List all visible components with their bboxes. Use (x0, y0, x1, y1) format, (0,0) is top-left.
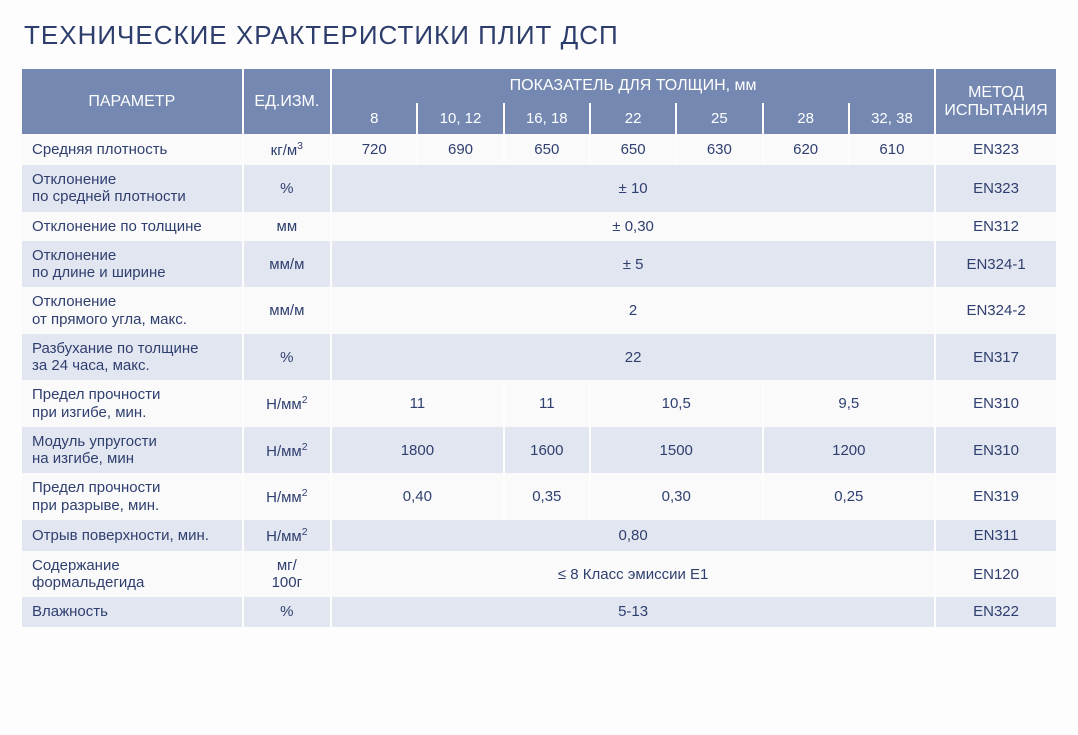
value-cell: 720 (332, 134, 416, 165)
header-param: ПАРАМЕТР (22, 69, 242, 134)
method-cell: EN312 (936, 212, 1056, 241)
value-cell: 1800 (332, 427, 503, 474)
value-cell: 0,80 (332, 520, 934, 551)
method-cell: EN317 (936, 334, 1056, 381)
unit-cell: % (244, 165, 331, 212)
header-thickness-col: 8 (332, 103, 416, 134)
header-thickness-col: 28 (764, 103, 848, 134)
value-cell: 11 (505, 380, 589, 427)
table-row: Модуль упругостина изгибе, минН/мм218001… (22, 427, 1056, 474)
param-cell: Влажность (22, 597, 242, 626)
value-cell: 10,5 (591, 380, 762, 427)
value-cell: ≤ 8 Класс эмиссии E1 (332, 551, 934, 598)
value-cell: 650 (591, 134, 675, 165)
table-row: Разбухание по толщинеза 24 часа, макс.%2… (22, 334, 1056, 381)
value-cell: 620 (764, 134, 848, 165)
unit-cell: Н/мм2 (244, 380, 331, 427)
method-cell: EN120 (936, 551, 1056, 598)
method-cell: EN319 (936, 473, 1056, 520)
param-cell: Содержаниеформальдегида (22, 551, 242, 598)
value-cell: 650 (505, 134, 589, 165)
unit-cell: мм (244, 212, 331, 241)
header-method: МЕТОД ИСПЫТАНИЯ (936, 69, 1056, 134)
unit-cell: % (244, 597, 331, 626)
table-row: Отклонение по толщинемм± 0,30EN312 (22, 212, 1056, 241)
spec-table: ПАРАМЕТР ЕД.ИЗМ. ПОКАЗАТЕЛЬ ДЛЯ ТОЛЩИН, … (20, 69, 1058, 627)
unit-cell: кг/м3 (244, 134, 331, 165)
table-row: Влажность%5-13EN322 (22, 597, 1056, 626)
table-row: Отклонениепо длине и ширинемм/м± 5EN324-… (22, 241, 1056, 288)
value-cell: ± 10 (332, 165, 934, 212)
value-cell: 0,30 (591, 473, 762, 520)
unit-cell: Н/мм2 (244, 473, 331, 520)
param-cell: Предел прочностипри изгибе, мин. (22, 380, 242, 427)
table-header: ПАРАМЕТР ЕД.ИЗМ. ПОКАЗАТЕЛЬ ДЛЯ ТОЛЩИН, … (22, 69, 1056, 134)
page-title: ТЕХНИЧЕСКИЕ ХРАКТЕРИСТИКИ ПЛИТ ДСП (24, 20, 1058, 51)
unit-cell: Н/мм2 (244, 427, 331, 474)
unit-cell: % (244, 334, 331, 381)
method-cell: EN310 (936, 380, 1056, 427)
value-cell: 0,25 (764, 473, 935, 520)
method-cell: EN310 (936, 427, 1056, 474)
table-row: Отклонениепо средней плотности%± 10EN323 (22, 165, 1056, 212)
unit-cell: мм/м (244, 241, 331, 288)
param-cell: Отрыв поверхности, мин. (22, 520, 242, 551)
table-row: Предел прочностипри изгибе, мин.Н/мм2111… (22, 380, 1056, 427)
header-thickness-col: 10, 12 (418, 103, 502, 134)
value-cell: 2 (332, 287, 934, 334)
header-thickness-col: 16, 18 (505, 103, 589, 134)
unit-cell: Н/мм2 (244, 520, 331, 551)
param-cell: Модуль упругостина изгибе, мин (22, 427, 242, 474)
param-cell: Отклонение по толщине (22, 212, 242, 241)
table-row: Отрыв поверхности, мин.Н/мм20,80EN311 (22, 520, 1056, 551)
table-body: Средняя плотностькг/м3720690650650630620… (22, 134, 1056, 627)
value-cell: ± 5 (332, 241, 934, 288)
value-cell: 5-13 (332, 597, 934, 626)
method-cell: EN324-1 (936, 241, 1056, 288)
header-thickness-col: 25 (677, 103, 761, 134)
method-cell: EN324-2 (936, 287, 1056, 334)
value-cell: 1600 (505, 427, 589, 474)
table-row: Предел прочностипри разрыве, мин.Н/мм20,… (22, 473, 1056, 520)
param-cell: Отклонениепо средней плотности (22, 165, 242, 212)
header-thickness-col: 22 (591, 103, 675, 134)
value-cell: 610 (850, 134, 934, 165)
table-row: Отклонениеот прямого угла, макс.мм/м2EN3… (22, 287, 1056, 334)
value-cell: ± 0,30 (332, 212, 934, 241)
value-cell: 690 (418, 134, 502, 165)
value-cell: 11 (332, 380, 503, 427)
param-cell: Средняя плотность (22, 134, 242, 165)
header-thickness-group: ПОКАЗАТЕЛЬ ДЛЯ ТОЛЩИН, мм (332, 69, 934, 103)
param-cell: Отклонениепо длине и ширине (22, 241, 242, 288)
value-cell: 1200 (764, 427, 935, 474)
value-cell: 0,40 (332, 473, 503, 520)
unit-cell: мг/100г (244, 551, 331, 598)
param-cell: Отклонениеот прямого угла, макс. (22, 287, 242, 334)
value-cell: 1500 (591, 427, 762, 474)
table-row: Содержаниеформальдегидамг/100г≤ 8 Класс … (22, 551, 1056, 598)
method-cell: EN323 (936, 134, 1056, 165)
param-cell: Разбухание по толщинеза 24 часа, макс. (22, 334, 242, 381)
value-cell: 22 (332, 334, 934, 381)
method-cell: EN322 (936, 597, 1056, 626)
value-cell: 630 (677, 134, 761, 165)
unit-cell: мм/м (244, 287, 331, 334)
value-cell: 0,35 (505, 473, 589, 520)
method-cell: EN311 (936, 520, 1056, 551)
value-cell: 9,5 (764, 380, 935, 427)
header-thickness-col: 32, 38 (850, 103, 934, 134)
header-unit: ЕД.ИЗМ. (244, 69, 331, 134)
param-cell: Предел прочностипри разрыве, мин. (22, 473, 242, 520)
method-cell: EN323 (936, 165, 1056, 212)
table-row: Средняя плотностькг/м3720690650650630620… (22, 134, 1056, 165)
